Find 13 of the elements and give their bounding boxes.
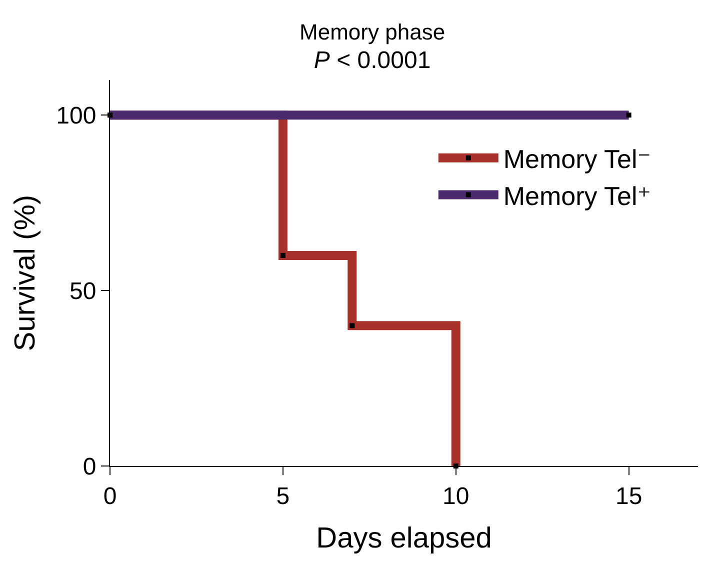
x-tick-label: 15: [615, 482, 642, 510]
legend-label: Memory Tel⁻: [503, 144, 652, 174]
x-tick-label: 0: [103, 482, 117, 510]
legend-label: Memory Tel⁺: [503, 180, 652, 211]
chart-title: Memory phase: [300, 20, 446, 45]
y-tick-label: 0: [82, 453, 96, 480]
x-axis-title: Days elapsed: [316, 522, 492, 555]
y-tick-label: 50: [69, 278, 96, 305]
y-tick-label: 100: [56, 102, 96, 130]
x-tick-label: 5: [276, 482, 290, 510]
chart-subtitle: P < 0.0001: [314, 47, 431, 74]
y-axis-title: Survival (%): [10, 194, 42, 352]
x-tick-label: 10: [442, 482, 470, 510]
